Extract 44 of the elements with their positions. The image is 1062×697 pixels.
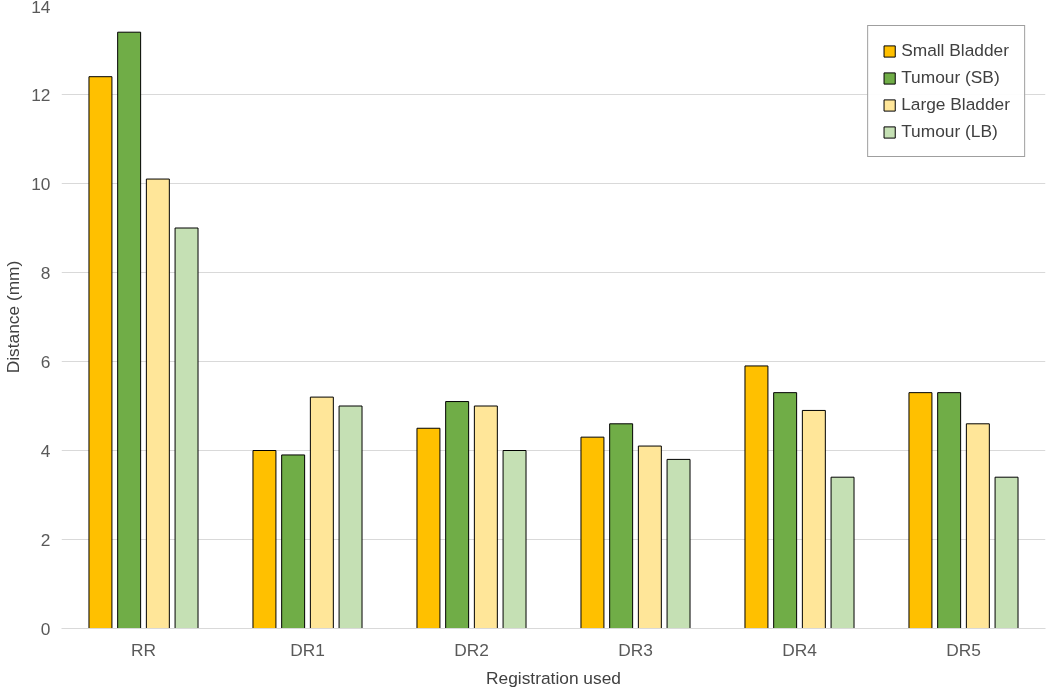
bar	[637, 445, 662, 629]
y-tick-label: 6	[40, 351, 51, 372]
x-tick-label: DR3	[618, 639, 653, 660]
x-tick-label: DR5	[946, 639, 981, 660]
legend-label: Small Bladder	[901, 40, 1010, 61]
x-axis-title: Registration used	[486, 667, 621, 688]
bar	[338, 405, 363, 629]
bar	[252, 450, 277, 629]
bar	[445, 401, 470, 629]
bar	[965, 423, 990, 629]
y-tick-label: 2	[40, 529, 51, 550]
y-axis-title: Distance (mm)	[3, 260, 24, 374]
bar	[908, 392, 933, 629]
y-tick-label: 8	[40, 262, 51, 283]
bar	[502, 450, 527, 629]
bar	[801, 409, 826, 629]
bar	[281, 454, 306, 629]
legend-label: Tumour (LB)	[901, 121, 998, 142]
bar	[309, 396, 334, 629]
bar	[744, 365, 769, 629]
bar	[88, 76, 113, 629]
y-tick-label: 10	[31, 173, 51, 194]
bar	[174, 227, 199, 629]
legend-label: Tumour (SB)	[901, 67, 1000, 88]
bar	[609, 423, 634, 629]
bar	[473, 405, 498, 629]
legend-label: Large Bladder	[901, 94, 1010, 115]
y-tick-label: 12	[31, 84, 51, 105]
bar	[145, 178, 170, 629]
bar	[416, 427, 441, 629]
bar	[117, 31, 142, 629]
x-tick-label: DR2	[454, 639, 489, 660]
y-tick-label: 4	[40, 440, 51, 461]
bar	[830, 476, 855, 629]
y-tick-label: 0	[40, 618, 51, 639]
bar	[666, 458, 691, 629]
x-tick-label: DR4	[782, 639, 818, 660]
bar	[994, 476, 1019, 629]
bar	[937, 392, 962, 629]
y-tick-label: 14	[31, 0, 51, 17]
x-tick-label: DR1	[290, 639, 325, 660]
x-tick-label: RR	[130, 639, 157, 660]
bar	[773, 392, 798, 629]
bar	[580, 436, 605, 629]
